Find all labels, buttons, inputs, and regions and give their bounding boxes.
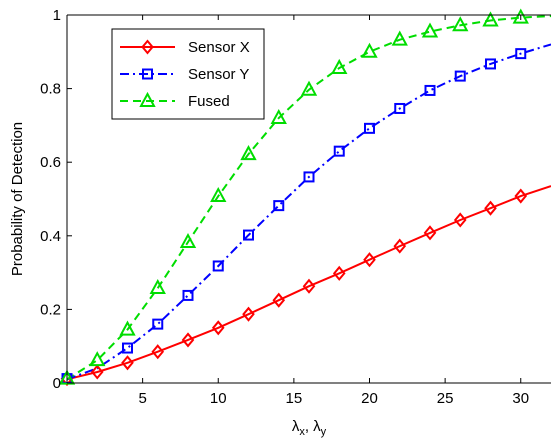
y-tick-label: 0: [53, 375, 61, 392]
sensor-x-marker: [332, 265, 346, 281]
sensor-x-marker: [363, 252, 376, 268]
sensor-y-marker: [333, 145, 345, 157]
fused-marker: [149, 278, 166, 295]
sensor-y-marker: [122, 342, 133, 354]
series-curves: [66, 15, 551, 381]
x-tick-label: 10: [210, 390, 227, 407]
sensor-y-marker: [394, 102, 406, 114]
fused-marker: [300, 80, 318, 96]
sensor-y-marker: [364, 122, 375, 134]
series-markers: [58, 8, 529, 387]
sensor-x-marker: [393, 238, 407, 254]
fused-marker: [391, 30, 408, 46]
sensor-y-marker: [454, 70, 466, 82]
sensor-y-marker: [515, 48, 527, 60]
x-tick-label: 5: [138, 390, 146, 407]
sensor-y-line: [66, 43, 551, 381]
fused-line: [66, 15, 551, 381]
fused-marker: [452, 16, 469, 32]
y-tick-label: 0.2: [40, 301, 61, 318]
legend-sensor-y-label: Sensor Y: [188, 66, 249, 83]
sensor-x-marker: [272, 292, 286, 308]
sensor-x-marker: [242, 306, 255, 322]
legend-sensor-x-marker: [141, 39, 154, 55]
sensor-y-marker: [485, 58, 496, 70]
sensor-y-marker: [182, 289, 194, 301]
x-tick-label: 25: [437, 390, 454, 407]
fused-marker: [482, 11, 499, 27]
fused-marker: [210, 186, 227, 203]
axes: [66, 14, 551, 384]
sensor-x-marker: [302, 278, 316, 294]
sensor-y-marker: [424, 84, 436, 96]
fused-marker: [270, 108, 287, 125]
sensor-y-marker: [273, 200, 285, 212]
fused-marker: [331, 58, 348, 74]
sensor-x-marker: [181, 332, 195, 348]
sensor-y-marker: [303, 171, 315, 183]
sensor-y-marker: [212, 260, 224, 272]
y-tick-label: 0.8: [40, 81, 61, 98]
fused-marker: [240, 145, 257, 161]
y-axis-label: Probability of Detection: [9, 122, 26, 276]
legend-box: [111, 28, 265, 120]
y-tick-label: 0.6: [40, 154, 61, 171]
legend-fused-label: Fused: [188, 93, 230, 110]
legend-fused-marker: [139, 91, 156, 107]
sensor-x-marker: [453, 212, 467, 228]
sensor-x-marker: [211, 320, 225, 336]
fused-marker: [119, 320, 136, 336]
x-tick-label: 30: [512, 390, 529, 407]
sensor-x-marker: [484, 200, 497, 216]
sensor-x-line: [66, 185, 551, 381]
fused-marker: [361, 42, 378, 58]
fused-marker: [512, 8, 529, 24]
fused-marker: [179, 232, 197, 249]
sensor-y-marker: [243, 229, 254, 241]
fused-marker: [89, 351, 106, 367]
axis-ticks: 5 10 15 20 25 30 0 0.2 0.4 0.6 0.8 1: [40, 7, 529, 407]
sensor-x-marker: [121, 355, 134, 371]
y-tick-label: 0.4: [40, 228, 61, 245]
x-tick-label: 15: [286, 390, 303, 407]
y-tick-label: 1: [53, 7, 61, 24]
x-tick-label: 20: [361, 390, 378, 407]
sensor-x-marker: [90, 364, 104, 380]
sensor-x-marker: [423, 225, 437, 241]
sensor-x-marker: [151, 344, 165, 360]
legend-sensor-x-label: Sensor X: [188, 39, 250, 56]
sensor-y-marker: [152, 318, 164, 330]
sensor-x-marker: [514, 188, 528, 204]
fused-marker: [421, 22, 439, 38]
x-axis-label: λx, λy: [292, 418, 327, 438]
legend: Sensor X Sensor Y Fused: [111, 28, 265, 120]
legend-sensor-y-marker: [142, 68, 153, 80]
fused-marker: [58, 369, 76, 385]
